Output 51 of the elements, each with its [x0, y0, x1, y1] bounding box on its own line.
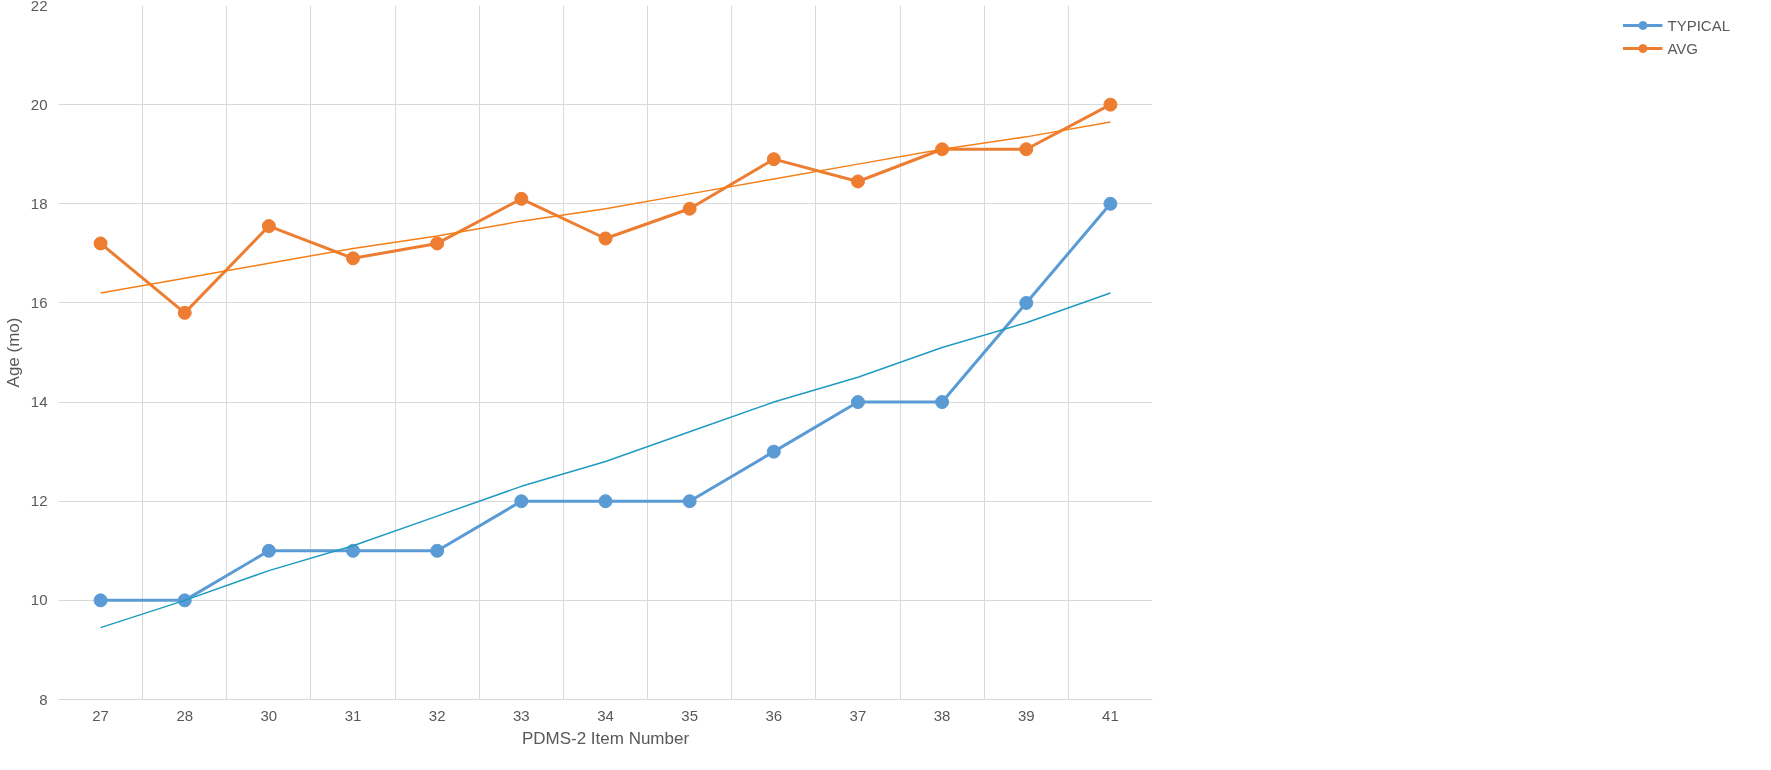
- point: [430, 236, 445, 251]
- line-series: [99, 121, 1112, 294]
- x-tick-label: 28: [176, 706, 194, 724]
- line-series: [99, 292, 1112, 629]
- x-tick-label: 41: [1102, 706, 1119, 724]
- x-tick-label: 39: [1017, 706, 1035, 724]
- x-tick-label: 30: [260, 706, 278, 724]
- point: [1103, 196, 1118, 211]
- point: [935, 395, 950, 410]
- y-tick-label: 20: [30, 95, 48, 113]
- legend-label: AVG: [1667, 39, 1699, 57]
- x-tick-label: 36: [765, 706, 783, 724]
- point: [766, 444, 781, 459]
- point: [346, 251, 361, 266]
- point: [430, 543, 445, 558]
- y-tick-label: 12: [30, 492, 48, 510]
- y-tick-label: 10: [30, 591, 48, 609]
- y-axis-title: Age (mo): [3, 317, 23, 388]
- point: [1019, 295, 1034, 310]
- point: [514, 191, 529, 206]
- x-tick-label: 33: [513, 706, 530, 724]
- y-tick-label: 14: [30, 393, 48, 411]
- x-axis-title: PDMS-2 Item Number: [521, 728, 690, 748]
- point: [346, 543, 361, 558]
- point: [93, 593, 108, 608]
- x-tick-label: 37: [849, 706, 867, 724]
- point: [93, 236, 108, 251]
- y-tick-label: 16: [30, 293, 48, 311]
- point: [1103, 97, 1118, 112]
- point: [261, 219, 276, 234]
- point: [1019, 142, 1034, 157]
- point: [682, 201, 697, 216]
- point: [682, 494, 697, 509]
- x-tick-label: 27: [92, 706, 109, 724]
- point: [598, 231, 613, 246]
- x-tick-label: 34: [597, 706, 614, 724]
- point: [766, 152, 781, 167]
- x-tick-label: 35: [681, 706, 698, 724]
- x-tick-label: 31: [344, 706, 362, 724]
- y-tick-label: 18: [30, 194, 48, 212]
- y-tick-label: 8: [39, 690, 48, 708]
- legend-label: TYPICAL: [1667, 16, 1730, 34]
- point: [177, 305, 192, 320]
- y-tick-label: 22: [30, 0, 48, 14]
- point: [261, 543, 276, 558]
- x-tick-label: 32: [428, 706, 446, 724]
- point: [850, 174, 865, 189]
- point: [598, 494, 613, 509]
- point: [850, 395, 865, 410]
- x-tick-label: 38: [933, 706, 951, 724]
- point: [514, 494, 529, 509]
